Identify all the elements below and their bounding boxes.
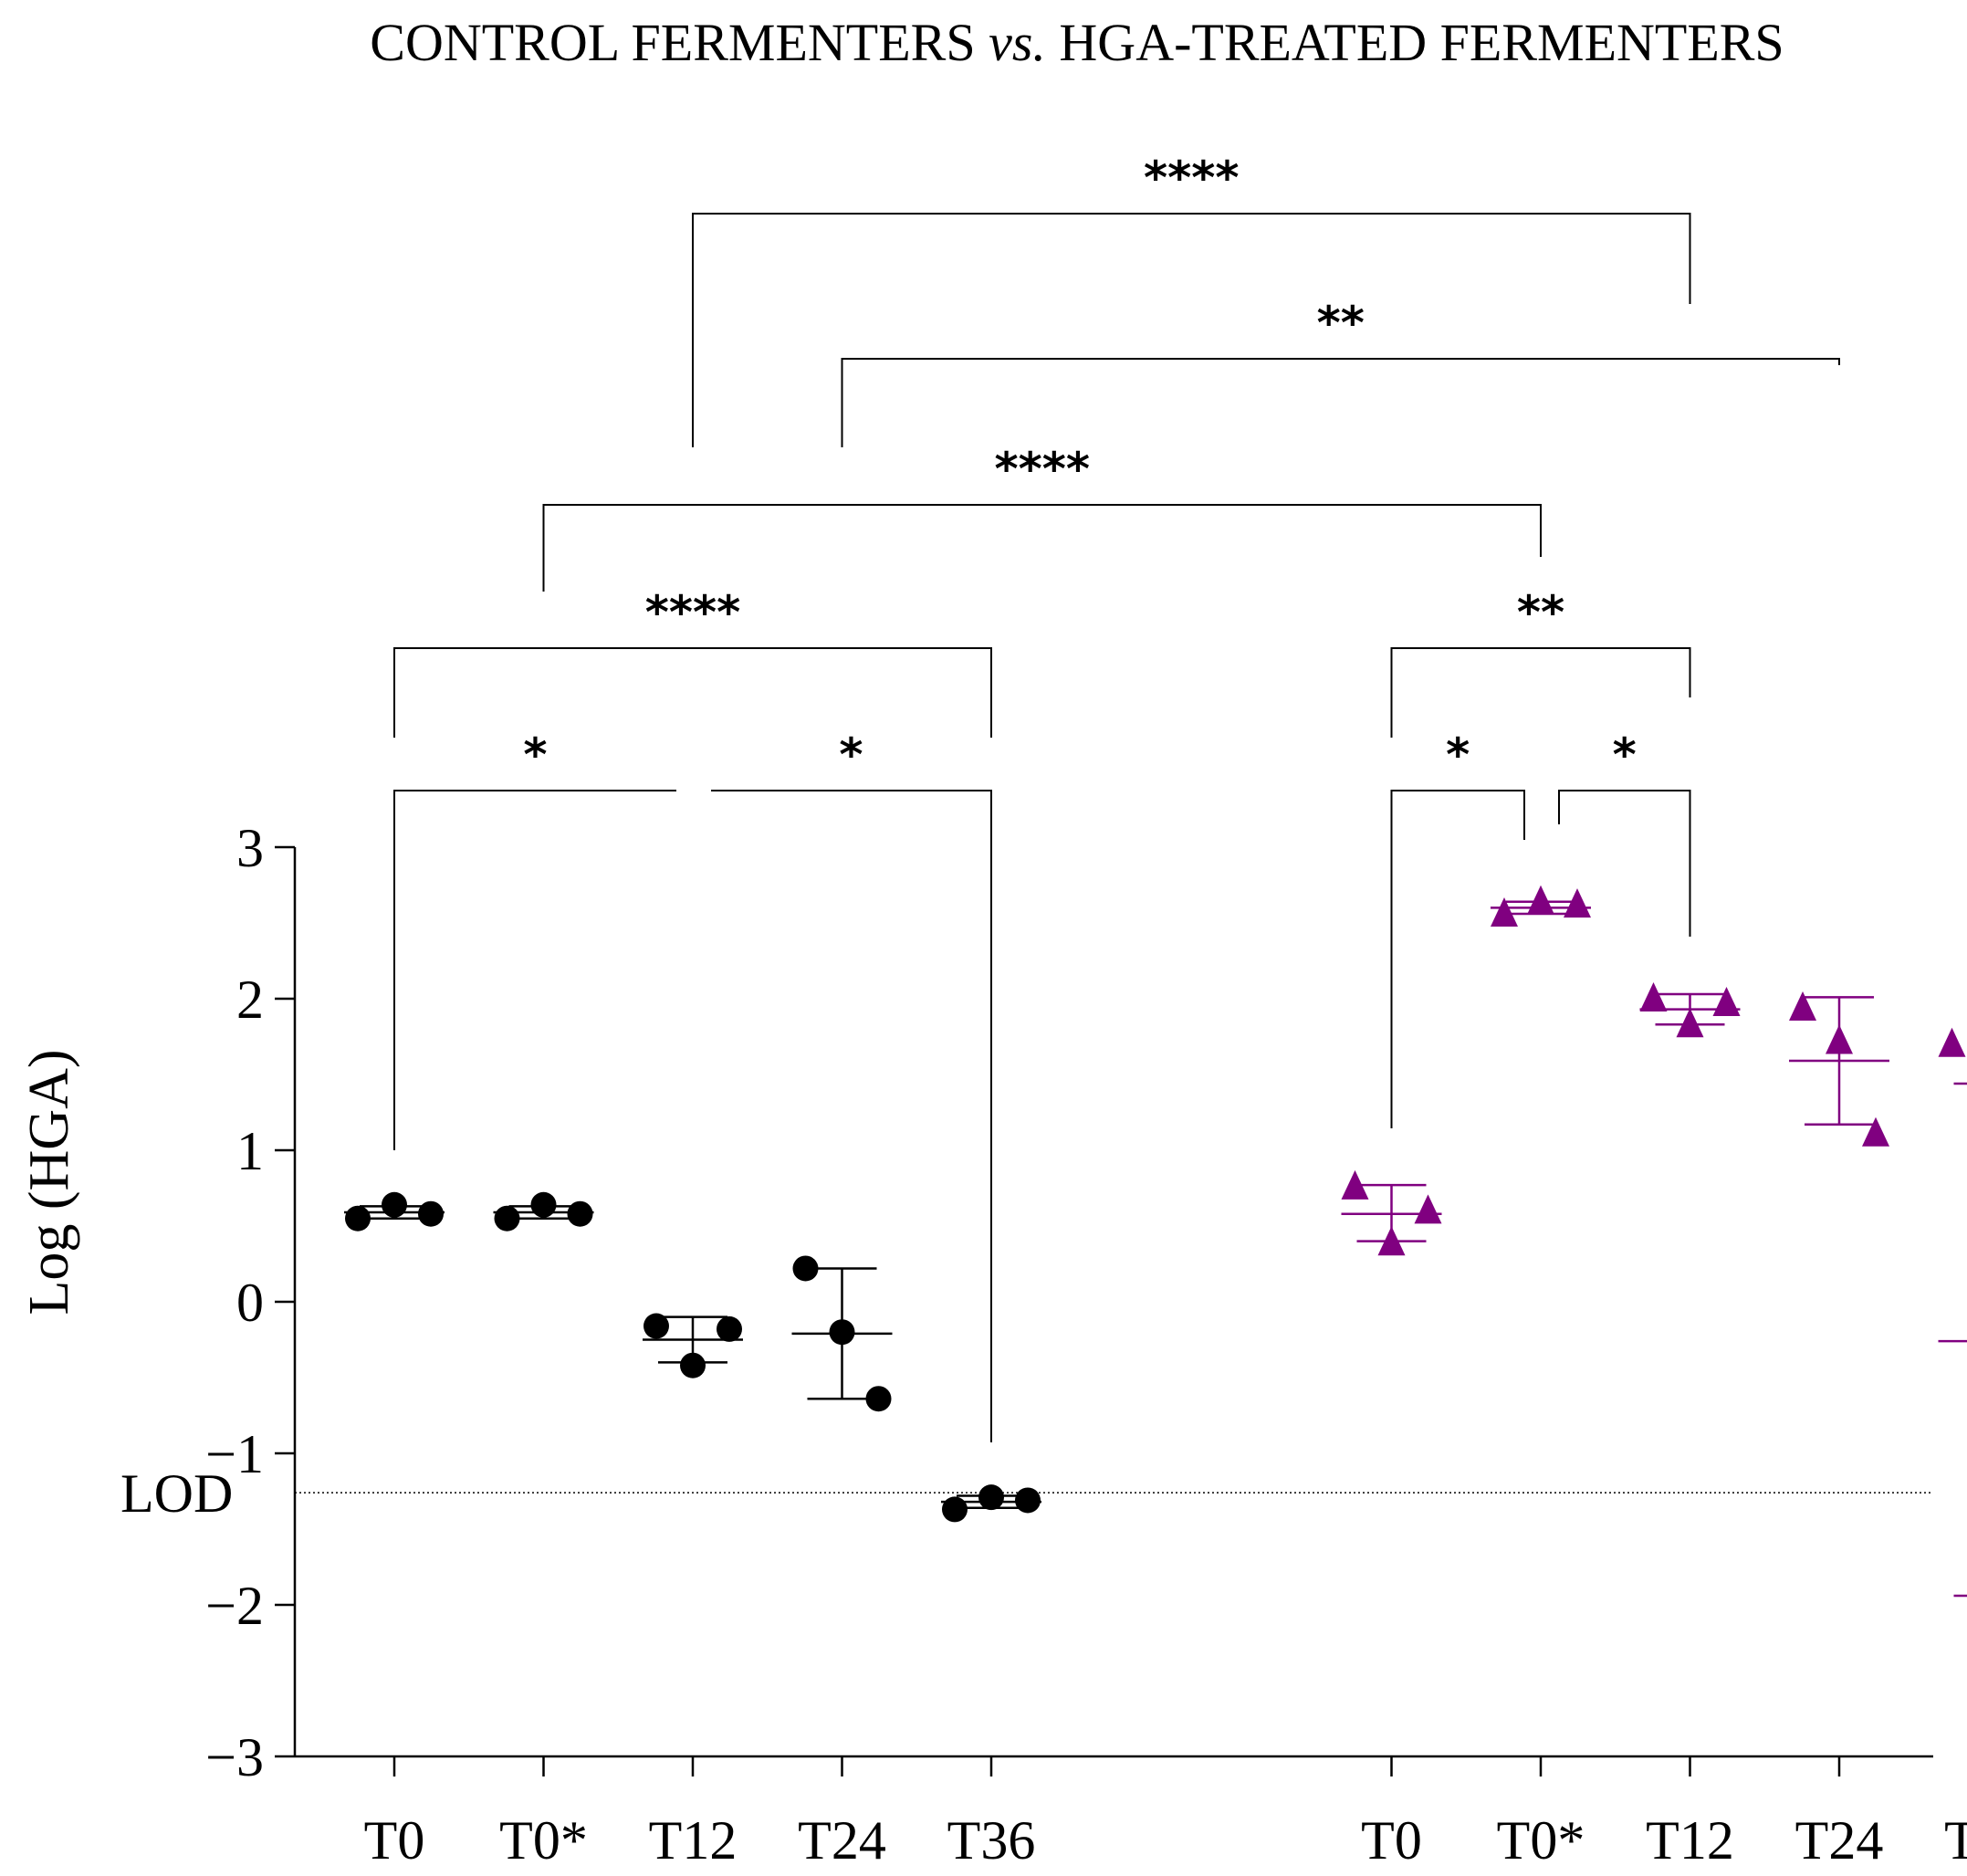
significance-label-1: * bbox=[839, 728, 863, 781]
x-tick-label: T0* bbox=[499, 1810, 588, 1871]
significance-label-3: **** bbox=[994, 443, 1090, 496]
data-point-circle bbox=[494, 1205, 520, 1231]
significance-bracket-1 bbox=[711, 790, 992, 1442]
data-point-triangle bbox=[1712, 986, 1741, 1016]
data-point-triangle bbox=[1826, 1024, 1853, 1054]
title-part-1: CONTROL FERMENTERS bbox=[370, 13, 989, 72]
x-tick-label: T24 bbox=[798, 1810, 886, 1871]
significance-label-6: * bbox=[1446, 728, 1470, 781]
data-point-triangle bbox=[1676, 1008, 1704, 1038]
data-point-circle bbox=[942, 1496, 968, 1523]
data-point-triangle bbox=[1789, 990, 1816, 1021]
data-point-circle bbox=[865, 1386, 892, 1412]
data-point-circle bbox=[567, 1200, 593, 1227]
data-point-circle bbox=[717, 1315, 742, 1342]
data-point-circle bbox=[829, 1319, 855, 1346]
data-point-triangle bbox=[1341, 1169, 1369, 1200]
y-tick-label: 2 bbox=[236, 969, 264, 1030]
significance-bracket-8 bbox=[1390, 647, 1691, 738]
significance-label-2: **** bbox=[645, 586, 741, 639]
x-tick-label: T12 bbox=[1646, 1810, 1734, 1871]
data-point-triangle bbox=[1527, 885, 1554, 915]
x-tick-label: T24 bbox=[1795, 1810, 1884, 1871]
significance-bracket-0 bbox=[393, 790, 676, 1150]
data-point-circle bbox=[792, 1255, 819, 1282]
y-tick-label: −3 bbox=[205, 1727, 264, 1787]
y-tick-label: 3 bbox=[236, 818, 264, 878]
x-tick-label: T0 bbox=[1361, 1810, 1422, 1871]
y-axis-label: Log (HGA) bbox=[18, 1050, 80, 1315]
data-point-triangle bbox=[1491, 897, 1518, 928]
data-point-triangle bbox=[1377, 1226, 1406, 1256]
data-point-circle bbox=[1015, 1487, 1041, 1514]
data-point-triangle bbox=[1414, 1194, 1442, 1224]
lod-label: LOD bbox=[120, 1463, 233, 1524]
x-tick-label: T36 bbox=[947, 1810, 1036, 1871]
x-tick-label: T0* bbox=[1497, 1810, 1585, 1871]
significance-bracket-7 bbox=[1558, 790, 1691, 937]
data-point-circle bbox=[680, 1352, 706, 1378]
data-point-circle bbox=[978, 1484, 1004, 1511]
significance-bracket-2 bbox=[393, 647, 992, 738]
data-point-circle bbox=[382, 1191, 407, 1218]
significance-bracket-6 bbox=[1390, 790, 1525, 1128]
significance-label-0: * bbox=[523, 728, 547, 781]
data-point-circle bbox=[345, 1205, 371, 1231]
y-tick-label: 1 bbox=[236, 1121, 264, 1181]
x-tick-label: T0 bbox=[364, 1810, 425, 1871]
significance-bracket-5 bbox=[692, 213, 1691, 447]
x-tick-label: T12 bbox=[649, 1810, 738, 1871]
plot-area: 3 2 1 0 −1 −2 −3 T0 T0* T12 T24 T36 T0 T0* T12 T24 T36 LO… bbox=[120, 152, 1967, 1871]
y-tick-label: 0 bbox=[236, 1273, 264, 1333]
significance-label-5: **** bbox=[1144, 152, 1240, 204]
title-italic: vs. bbox=[989, 13, 1046, 72]
significance-label-4: ** bbox=[1317, 297, 1365, 350]
x-tick-label: T36 bbox=[1944, 1810, 1967, 1871]
data-point-circle bbox=[643, 1313, 669, 1339]
y-tick-label: −2 bbox=[205, 1576, 264, 1636]
data-point-triangle bbox=[1862, 1116, 1889, 1147]
chart-title: CONTROL FERMENTERS vs. HGA-TREATED FERME… bbox=[370, 13, 1784, 72]
data-point-triangle bbox=[1639, 982, 1668, 1011]
title-part-2: HGA-TREATED FERMENTERS bbox=[1046, 13, 1784, 72]
significance-label-8: ** bbox=[1517, 586, 1564, 639]
data-point-circle bbox=[418, 1200, 444, 1227]
significance-bracket-3 bbox=[542, 504, 1542, 592]
data-point-triangle bbox=[1564, 888, 1591, 918]
data-point-triangle bbox=[1938, 1027, 1966, 1057]
data-point-circle bbox=[530, 1191, 557, 1218]
y-tick-label: −1 bbox=[205, 1424, 264, 1484]
significance-bracket-4 bbox=[841, 358, 1840, 447]
significance-label-7: * bbox=[1613, 728, 1637, 781]
